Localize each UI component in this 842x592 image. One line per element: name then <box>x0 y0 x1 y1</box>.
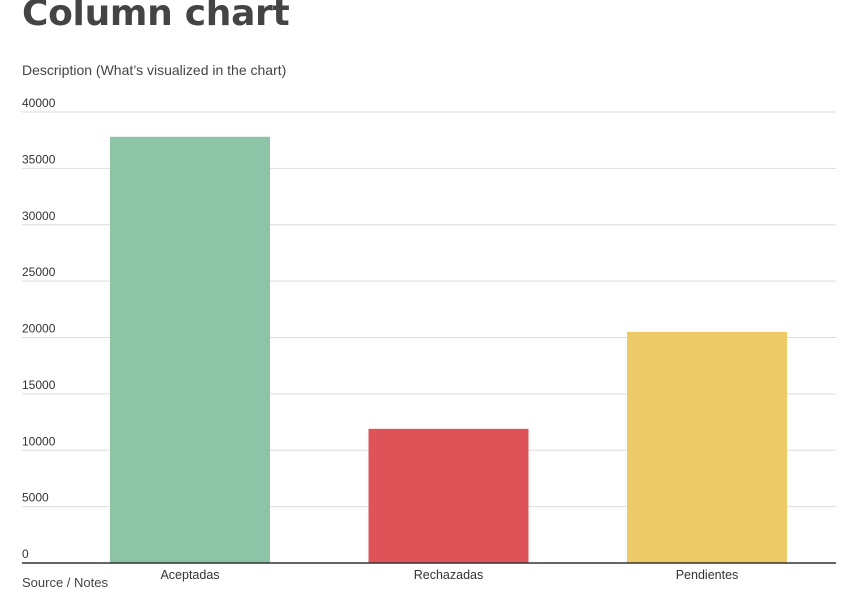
y-tick-label: 35000 <box>22 152 56 166</box>
bars <box>110 136 787 563</box>
y-tick-label: 15000 <box>22 378 56 392</box>
y-tick-label: 10000 <box>22 434 56 448</box>
x-axis-category-labels: Aceptadas Rechazadas Pendientes <box>160 568 738 582</box>
bar-rechazadas <box>368 428 529 563</box>
y-tick-label: 40000 <box>22 96 56 110</box>
bar-pendientes <box>627 331 787 563</box>
chart-description: Description (What’s visualized in the ch… <box>22 62 287 78</box>
source-notes: Source / Notes <box>22 575 108 590</box>
bar-aceptadas <box>110 136 270 563</box>
y-tick-label: 5000 <box>22 491 49 505</box>
y-tick-label: 20000 <box>22 322 56 336</box>
y-tick-label: 25000 <box>22 265 56 279</box>
x-category-label: Aceptadas <box>160 568 219 582</box>
y-tick-label: 0 <box>22 547 29 561</box>
x-category-label: Pendientes <box>676 568 739 582</box>
x-category-label: Rechazadas <box>414 568 484 582</box>
chart-title: Column chart <box>22 0 290 34</box>
y-axis-tick-labels: 0 5000 10000 15000 20000 25000 30000 35000 40000 <box>22 96 56 561</box>
y-tick-label: 30000 <box>22 209 56 223</box>
